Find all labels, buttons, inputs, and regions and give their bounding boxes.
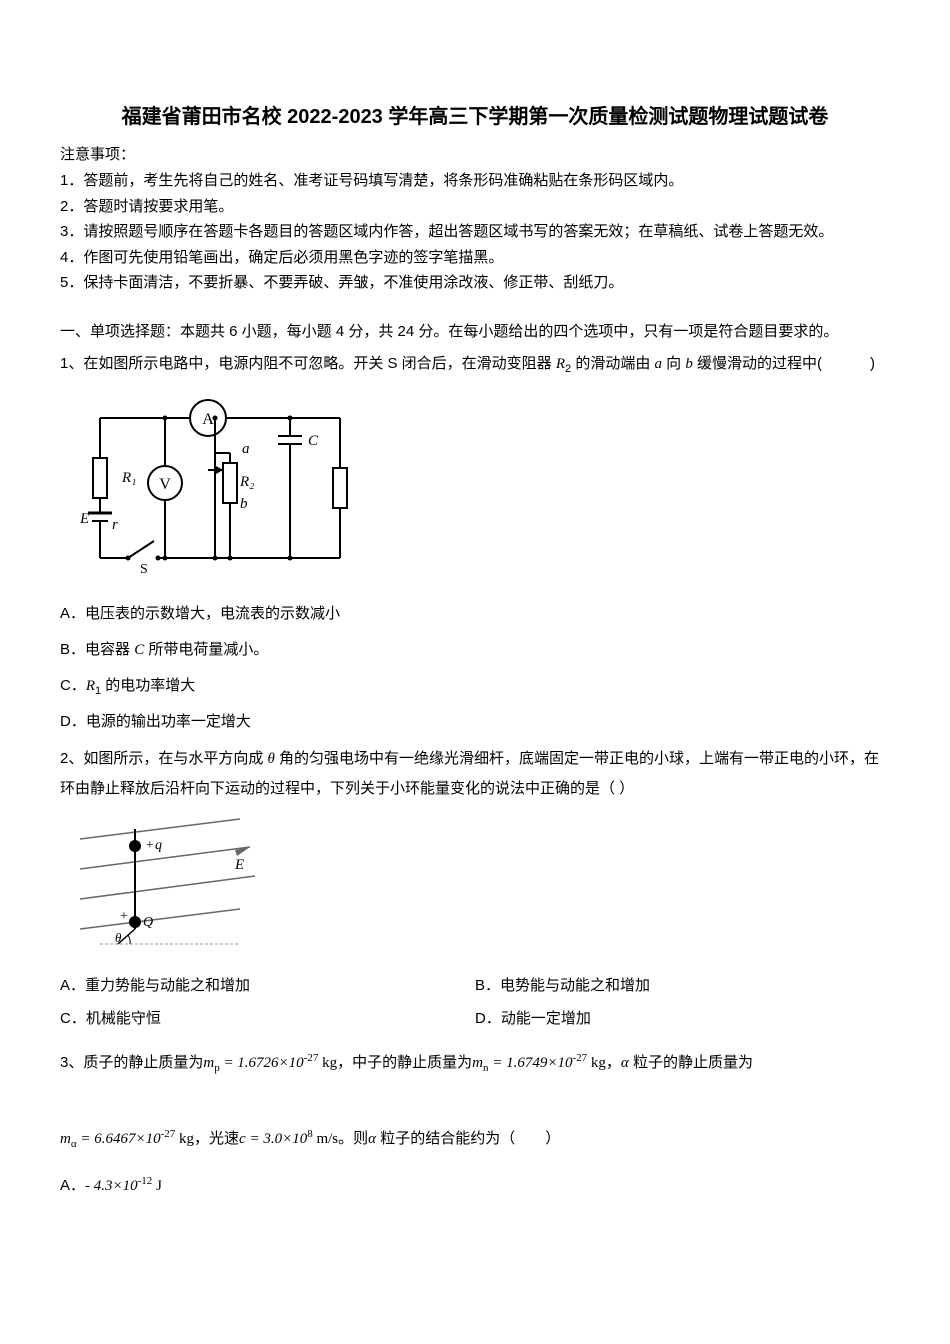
svg-text:S: S [140,562,148,573]
svg-text:q: q [155,838,162,853]
svg-text:R₂: R₂ [239,474,254,490]
svg-text:r: r [112,517,118,533]
notice-header: 注意事项： [60,143,890,164]
q2-option-b: B．电势能与动能之和增加 [475,969,890,1002]
svg-text:E: E [80,511,89,527]
svg-text:C: C [308,433,319,449]
circuit-diagram: A R₁ E r S V a R₂ b C [80,398,890,578]
q2-option-a: A．重力势能与动能之和增加 [60,969,475,1002]
svg-text:+: + [145,838,154,853]
svg-text:+: + [120,909,128,924]
q2-options-row1: A．重力势能与动能之和增加 B．电势能与动能之和增加 [60,969,890,1002]
section-intro: 一、单项选择题：本题共 6 小题，每小题 4 分，共 24 分。在每小题给出的四… [60,318,890,345]
q3-line1: 3、质子的静止质量为mp = 1.6726×10-27 kg，中子的静止质量为m… [60,1045,890,1081]
notice-item: 2．答题时请按要求用笔。 [60,194,890,220]
svg-text:Q: Q [143,915,153,930]
svg-text:R₁: R₁ [121,470,136,486]
svg-text:θ: θ [115,930,122,945]
q2-option-d: D．动能一定增加 [475,1002,890,1035]
q3-line2: mα = 6.6467×10-27 kg，光速c = 3.0×108 m/s。则… [60,1121,890,1157]
q2-text: 2、如图所示，在与水平方向成 θ 角的匀强电场中有一绝缘光滑细杆，底端固定一带正… [60,744,890,804]
q1-option-c: C．R1 的电功率增大 [60,668,890,704]
q2-options-row2: C．机械能守恒 D．动能一定增加 [60,1002,890,1035]
svg-text:a: a [242,441,250,457]
q2-option-c: C．机械能守恒 [60,1002,475,1035]
q1-option-a: A．电压表的示数增大，电流表的示数减小 [60,596,890,632]
svg-text:b: b [240,496,248,512]
svg-text:V: V [159,476,171,493]
svg-text:R₃: R₃ [349,480,350,496]
q1-option-d: D．电源的输出功率一定增大 [60,704,890,740]
svg-text:A: A [202,411,214,428]
q1-option-b: B．电容器 C 所带电荷量减小。 [60,632,890,668]
notice-item: 5．保持卡面清洁，不要折暴、不要弄破、弄皱，不准使用涂改液、修正带、刮纸刀。 [60,270,890,296]
q3-option-a: A．- 4.3×10-12 J [60,1168,890,1204]
notice-item: 4．作图可先使用铅笔画出，确定后必须用黑色字迹的签字笔描黑。 [60,245,890,271]
rod-diagram: E + q + Q θ [80,814,890,959]
q1-text: 1、在如图所示电路中，电源内阻不可忽略。开关 S 闭合后，在滑动变阻器 R2 的… [60,349,890,380]
svg-text:E: E [234,857,244,873]
exam-title: 福建省莆田市名校 2022-2023 学年高三下学期第一次质量检测试题物理试题试… [60,100,890,129]
notice-item: 3．请按照题号顺序在答题卡各题目的答题区域内作答，超出答题区域书写的答案无效；在… [60,219,890,245]
notice-item: 1．答题前，考生先将自己的姓名、准考证号码填写清楚，将条形码准确粘贴在条形码区域… [60,168,890,194]
